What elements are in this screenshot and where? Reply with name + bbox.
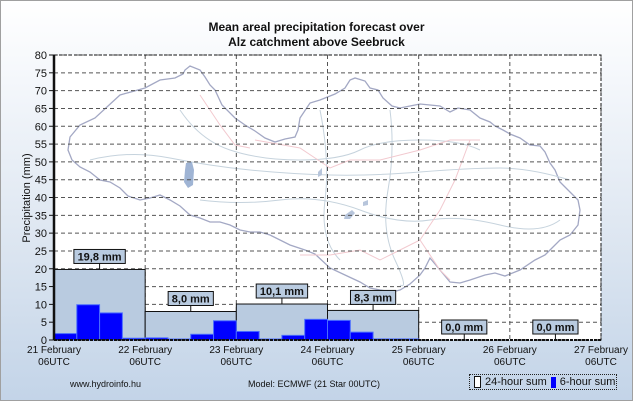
x-tick-time: 06UTC [403,357,435,368]
legend-label-6-hour: 6-hour sum [559,376,616,388]
label-box-24-hour [441,319,488,335]
x-tick-time: 06UTC [38,357,70,368]
y-tick-label: 60 [35,121,47,133]
y-tick-label: 75 [35,68,47,80]
label-24-hour: 8,3 mm [354,292,392,304]
model-info: Model: ECMWF (21 Star 00UTC) [248,379,381,389]
x-tick-time: 06UTC [585,357,617,368]
y-tick-label: 10 [35,299,47,311]
x-tick-time: 06UTC [494,357,526,368]
axes: 0 5 10 15 20 25 30 35 40 45 50 55 60 65 70 75 80 21 Febru… [27,50,628,368]
y-tick-label: 65 [35,103,47,115]
label-24-hour: 0,0 mm [536,322,574,334]
y-tick-label: 50 [35,157,47,169]
y-tick-label: 35 [35,210,47,222]
label-24-hour: 19,8 mm [78,251,122,263]
chart-title-line-2: Alz catchment above Seebruck [228,35,405,49]
lake-1 [184,162,194,188]
bar-6-hour [99,312,123,341]
catchment-outline [67,65,581,293]
bar-6-hour [281,334,306,341]
lake-3 [363,200,368,206]
x-tick-date: 23 February [209,345,263,356]
legend-swatch-6-hour [550,376,556,388]
y-tick-label: 70 [35,86,47,98]
river-4 [385,109,405,287]
y-tick-label: 5 [41,317,47,329]
bar-6-hour [304,318,329,341]
chart-title-line-1: Mean areal precipitation forecast over [208,20,425,34]
y-tick-label: 80 [35,50,47,62]
y-tick-label: 0 [41,335,47,347]
y-axis-title: Precipitation (mm) [21,153,33,242]
river-2 [179,109,481,161]
river-5 [319,109,341,261]
y-tick-label: 40 [35,193,47,205]
chart-title: Mean areal precipitation forecast over A… [0,20,633,50]
catchment-map [67,65,581,293]
x-tick-date: 24 February [301,345,355,356]
label-24-hour: 0,0 mm [445,322,483,334]
x-tick-time: 06UTC [312,357,344,368]
y-tick-label: 20 [35,264,47,276]
labels-24-hour: 19,8 mm 8,0 mm 10,1 mm 8,3 mm 0,0 mm 0,0 mm [73,248,579,340]
bar-6-hour [213,320,237,341]
road-1 [199,94,480,281]
river-3 [199,198,561,230]
label-box-24-hour [532,319,579,335]
bar-6-hour [76,304,101,341]
bar-6-hour [327,319,351,341]
y-tick-label: 30 [35,228,47,240]
label-24-hour: 10,1 mm [260,286,304,298]
lake-4 [318,168,322,177]
y-tick-label: 15 [35,282,47,294]
label-box-24-hour [73,248,126,264]
legend-label-24-hour: 24-hour sum [485,376,547,388]
x-tick-date: 22 February [118,345,172,356]
label-24-hour: 8,0 mm [172,294,210,306]
legend-swatch-24-hour [474,376,481,388]
y-tick-label: 45 [35,175,47,187]
river-1 [89,153,571,181]
label-box-24-hour [349,289,397,305]
x-tick-time: 06UTC [220,357,252,368]
lake-2 [344,210,355,219]
x-tick-date: 26 February [483,345,537,356]
bar-6-hour [53,333,78,341]
website-link[interactable]: www.hydroinfo.hu [70,379,142,389]
x-tick-time: 06UTC [129,357,161,368]
label-box-24-hour [255,283,309,299]
x-tick-date: 25 February [392,345,446,356]
y-tick-label: 25 [35,246,47,258]
x-tick-date: 27 February [574,345,628,356]
bar-6-hour [235,330,260,341]
label-box-24-hour [167,291,214,306]
x-tick-date: 21 February [27,345,81,356]
legend: 24-hour sum 6-hour sum [469,374,617,390]
y-tick-label: 55 [35,139,47,151]
bar-6-hour [349,331,374,341]
